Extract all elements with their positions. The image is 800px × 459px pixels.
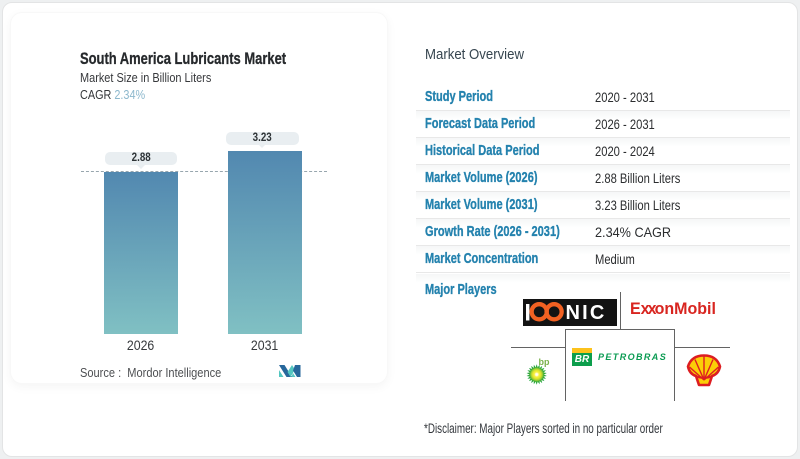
svg-text:NIC: NIC [566, 302, 607, 324]
svg-text:bp: bp [539, 357, 550, 367]
